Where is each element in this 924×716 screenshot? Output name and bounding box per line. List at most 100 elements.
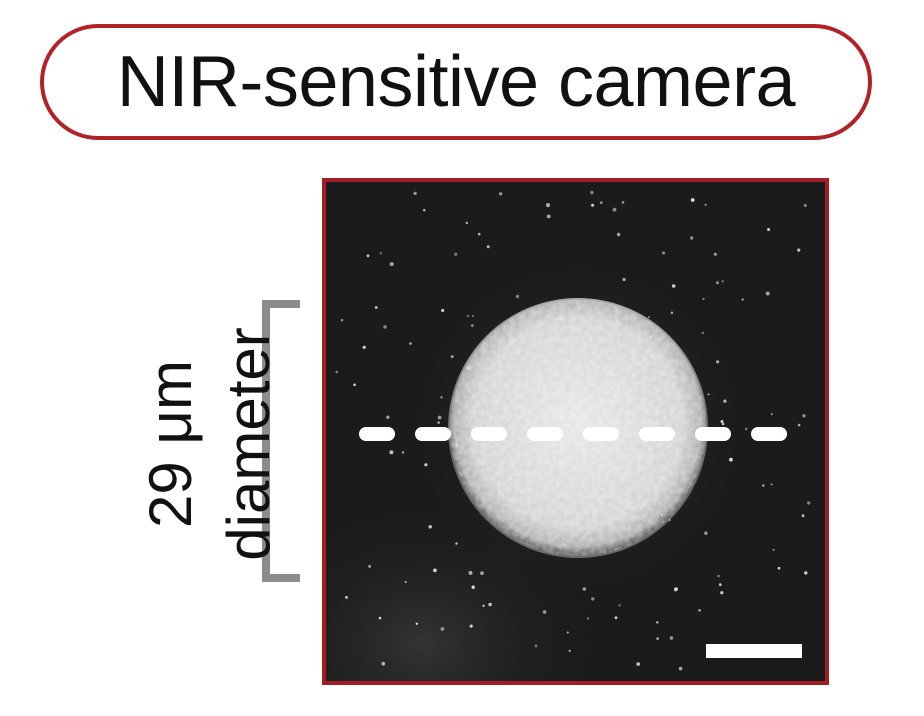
speckle-dot <box>716 360 720 364</box>
speckle-dot <box>704 203 707 206</box>
speckle-dot <box>467 366 471 370</box>
speckle-dot <box>704 531 708 535</box>
speckle-dot <box>622 277 626 282</box>
speckle-dot <box>404 581 407 584</box>
speckle-dot <box>612 207 617 212</box>
speckle-dot <box>721 422 725 426</box>
speckle-dot <box>504 370 507 373</box>
speckle-dot <box>455 443 459 447</box>
speckle-dot <box>647 316 650 319</box>
speckle-dot <box>455 542 458 545</box>
speckle-dot <box>744 427 748 431</box>
speckle-dot <box>717 574 720 578</box>
speckle-dot <box>440 396 443 399</box>
speckle-dot <box>591 597 595 601</box>
speckle-dot <box>386 415 390 419</box>
diameter-bracket <box>262 300 300 582</box>
speckle-dot <box>690 198 695 202</box>
speckle-dot <box>690 236 694 240</box>
speckle-dot <box>802 414 806 418</box>
speckle-dot <box>515 294 520 299</box>
speckle-dot <box>720 591 724 595</box>
speckle-dot <box>772 549 775 551</box>
speckle-dot <box>534 644 538 648</box>
speckle-dot <box>486 245 490 249</box>
speckle-dot <box>381 661 386 666</box>
speckle-dot <box>368 565 371 568</box>
speckle-dot <box>499 192 503 196</box>
speckle-dot <box>470 324 474 327</box>
speckle-dot <box>568 649 571 652</box>
speckle-dot <box>656 637 659 640</box>
speckle-dot <box>807 501 811 505</box>
speckle-dot <box>466 315 469 318</box>
speckle-dot <box>701 331 704 334</box>
speckle-dot <box>678 666 683 671</box>
speckle-dot <box>591 203 595 207</box>
speckle-dot <box>645 380 650 385</box>
speckle-dot <box>621 201 625 204</box>
speckle-dot <box>340 319 344 322</box>
speckle-dot <box>555 364 560 369</box>
speckle-dot <box>345 596 348 599</box>
diameter-word: diameter <box>215 327 282 561</box>
speckle-dot <box>415 622 418 625</box>
speckle-dot <box>803 204 807 207</box>
speckle-dot <box>618 604 621 607</box>
speckle-dot <box>450 355 454 358</box>
speckle-dot <box>454 252 458 256</box>
speckle-dot <box>797 248 801 252</box>
speckle-dot <box>433 568 437 573</box>
speckle-dot <box>537 395 540 398</box>
camera-image-panel <box>322 178 829 685</box>
camera-image <box>326 182 825 681</box>
speckle-dot <box>471 441 475 445</box>
speckle-dot <box>566 631 569 634</box>
speckle-dot <box>716 281 719 285</box>
speckle-dot <box>409 342 412 345</box>
speckle-dot <box>656 621 659 624</box>
speckle-dot <box>669 636 674 640</box>
speckle-dot <box>468 570 473 575</box>
background-speckles <box>335 190 811 671</box>
speckle-dot <box>720 420 724 423</box>
speckle-dot <box>586 617 589 620</box>
speckle-dot <box>741 298 744 301</box>
speckle-dot <box>441 309 445 312</box>
speckle-dot <box>762 484 765 487</box>
speckle-dot <box>413 191 417 196</box>
speckle-dot <box>729 457 733 462</box>
speckle-dot <box>629 382 633 386</box>
speckle-dot <box>609 523 612 526</box>
speckle-dot <box>616 232 621 237</box>
speckle-dot <box>661 387 663 390</box>
speckle-dot <box>770 483 773 486</box>
diameter-value: 29 μm <box>137 360 204 528</box>
speckle-dot <box>428 525 432 529</box>
speckle-dot <box>698 609 701 612</box>
speckle-dot <box>424 463 428 467</box>
speckle-dot <box>718 583 722 587</box>
speckle-dot <box>804 571 808 575</box>
speckle-dot <box>668 518 671 522</box>
speckle-dot <box>335 370 339 374</box>
speckle-dot <box>582 587 587 591</box>
speckle-dot <box>488 602 492 607</box>
speckle-dot <box>617 463 621 467</box>
speckle-dot <box>721 280 724 283</box>
speckle-dot <box>383 325 387 329</box>
speckle-dot <box>480 571 484 576</box>
speckle-dot <box>542 610 547 614</box>
speckle-dot <box>423 209 426 212</box>
speckle-dot <box>546 214 551 219</box>
speckle-dot <box>679 418 683 422</box>
speckle-dot <box>511 415 515 418</box>
speckle-dot <box>777 566 781 570</box>
speckle-dot <box>477 232 481 236</box>
speckle-dot <box>353 383 356 387</box>
speckle-dot <box>723 399 727 403</box>
speckle-dot <box>379 252 382 255</box>
speckle-dot <box>671 284 676 288</box>
speckle-dot <box>670 311 674 315</box>
